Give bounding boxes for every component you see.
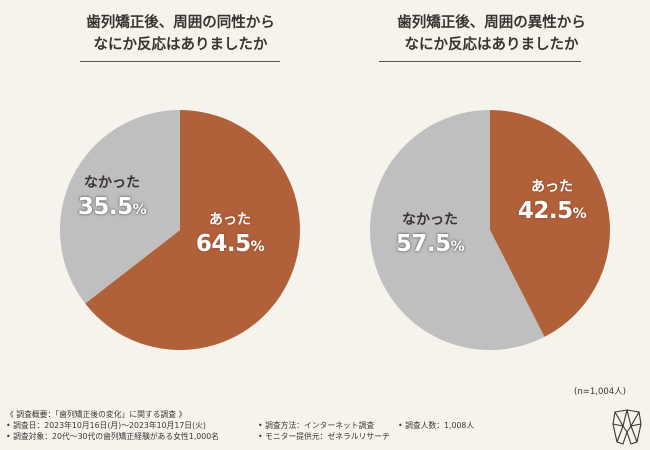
chart-1-no-unit: %: [132, 202, 147, 218]
chart-2-label-yes-value: 42.5%: [512, 197, 592, 228]
survey-overview: 《 調査概要：「歯列矯正後の変化」に関する調査 》 • 調査日：2023年10月…: [6, 409, 518, 442]
chart-1-label-no-category: なかった: [84, 175, 140, 191]
survey-target: • 調査対象：20代〜30代の歯列矯正経験がある女性1,000名: [6, 432, 219, 441]
tooth-logo-icon: [612, 409, 642, 445]
chart-1-slice-no: [59, 110, 181, 304]
chart-2-label-no-category: なかった: [402, 212, 458, 228]
chart-2-pie: [370, 110, 610, 350]
chart-1-title-divider: [80, 61, 280, 62]
chart-2-label-yes-category: あった: [531, 179, 573, 195]
chart-1-pie: [59, 110, 300, 350]
chart-1-slice-label-no: なかった 35.5%: [72, 173, 152, 224]
chart-2-yes-unit: %: [572, 206, 587, 222]
chart-2-yes-number: 42.5: [517, 198, 573, 224]
chart-2-title-line-1: 歯列矯正後、周囲の異性から: [397, 14, 586, 31]
chart-1-yes-unit: %: [250, 239, 265, 255]
chart-1-label-yes-category: あった: [209, 212, 251, 228]
chart-2-title-line-2: なにか反応はありましたか: [404, 36, 579, 53]
chart-2-title-divider: [379, 61, 581, 62]
chart-1-label-yes-value: 64.5%: [190, 230, 270, 261]
chart-2-slice-no: [370, 110, 545, 350]
sample-size-note: (n=1,004人): [574, 387, 626, 397]
chart-1-title-line-2: なにか反応はありましたか: [93, 36, 268, 53]
chart-2-no-unit: %: [450, 239, 465, 255]
chart-1-no-number: 35.5: [77, 194, 133, 220]
chart-1-yes-number: 64.5: [195, 231, 251, 257]
chart-1-title-line-1: 歯列矯正後、周囲の同性から: [86, 14, 275, 31]
chart-1-slice-yes: [85, 110, 300, 350]
chart-1-slice-label-yes: あった 64.5%: [190, 210, 270, 261]
survey-count: • 調査人数：1,008人: [398, 421, 475, 430]
survey-heading: 《 調査概要：「歯列矯正後の変化」に関する調査 》: [6, 410, 187, 419]
chart-1-title: 歯列矯正後、周囲の同性から なにか反応はありましたか: [83, 12, 278, 56]
chart-2-slice-yes: [490, 110, 610, 337]
chart-2-no-number: 57.5: [395, 231, 451, 257]
chart-2-title: 歯列矯正後、周囲の異性から なにか反応はありましたか: [384, 12, 599, 56]
survey-provider: • モニター提供元：ゼネラルリサーチ: [258, 432, 390, 441]
chart-1-label-no-value: 35.5%: [72, 193, 152, 224]
survey-method: • 調査方法：インターネット調査: [258, 421, 375, 430]
chart-2-slice-label-yes: あった 42.5%: [512, 177, 592, 228]
chart-2-label-no-value: 57.5%: [390, 230, 470, 261]
chart-2-slice-label-no: なかった 57.5%: [390, 210, 470, 261]
survey-period: • 調査日：2023年10月16日(月)〜2023年10月17日(火): [6, 421, 206, 430]
